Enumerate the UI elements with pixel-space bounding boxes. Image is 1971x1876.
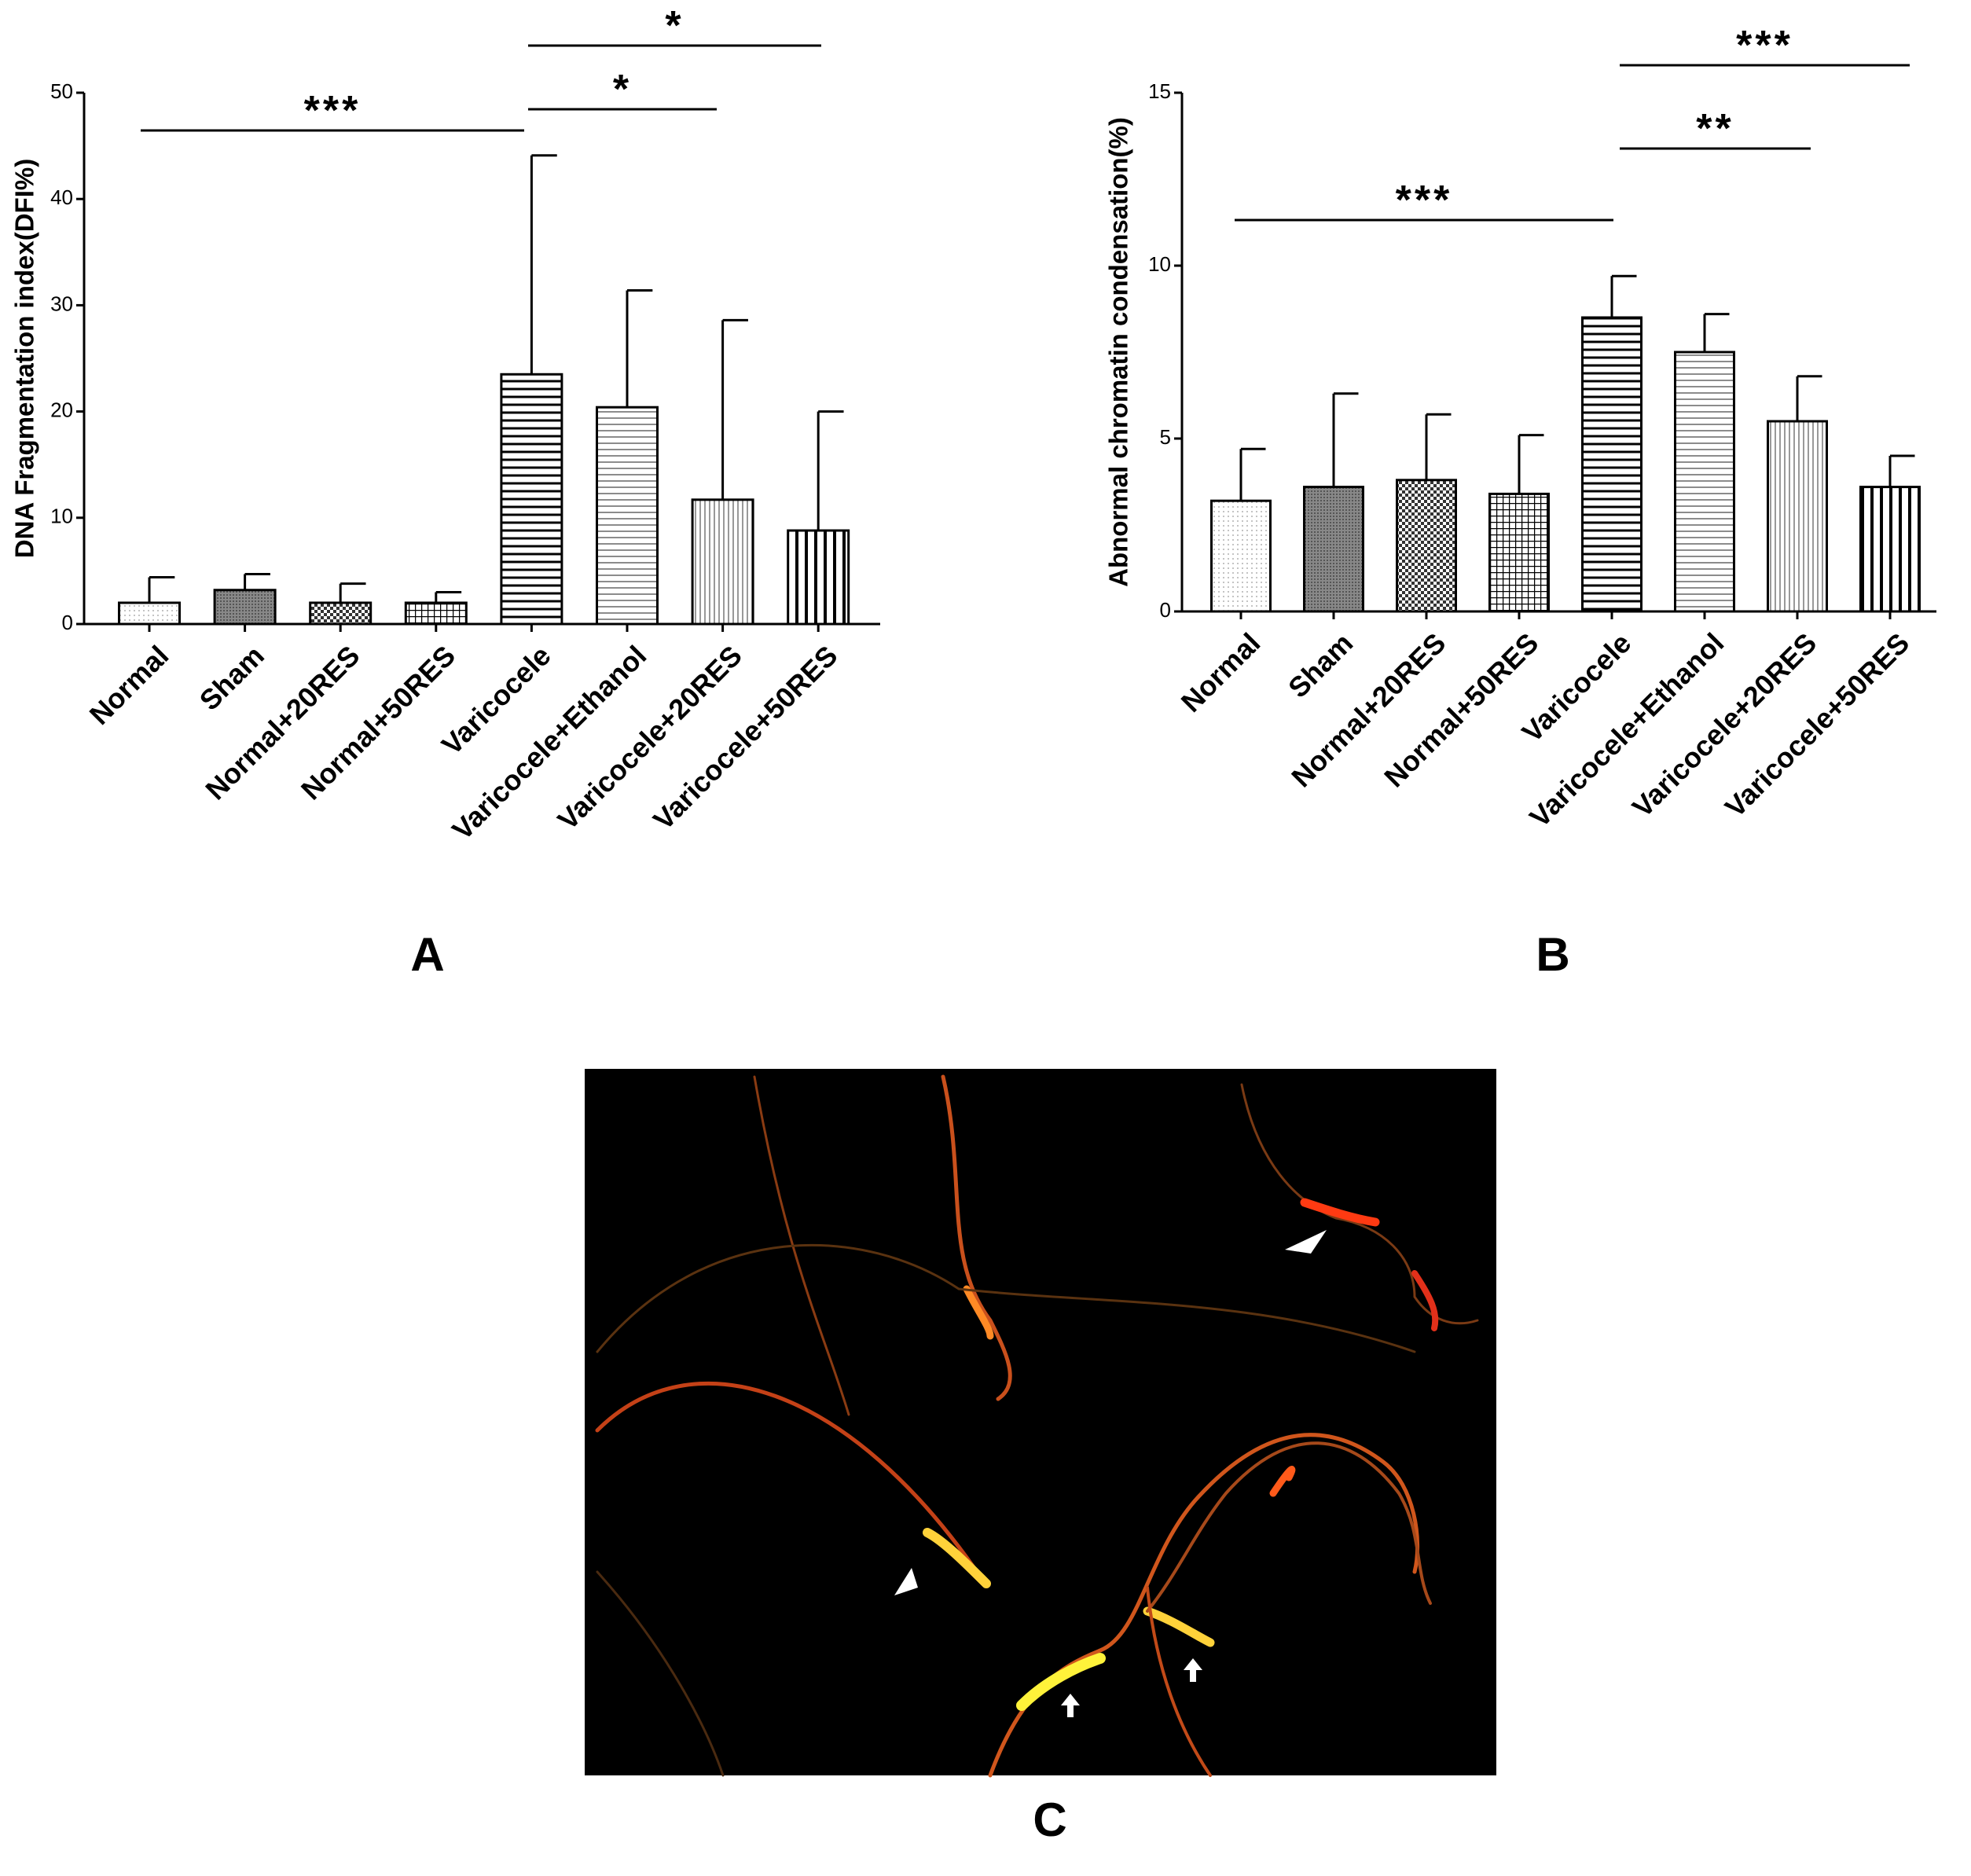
bar — [309, 601, 373, 626]
bar — [1581, 316, 1642, 613]
panel-label: C — [1033, 1793, 1066, 1846]
bar — [1859, 486, 1921, 613]
x-tick-label: Normal+20RES — [1285, 626, 1452, 793]
x-tick-label: Normal — [83, 639, 175, 731]
bar — [213, 589, 277, 626]
x-tick-label: Normal — [1175, 626, 1267, 718]
significance-label: *** — [1396, 178, 1453, 223]
micrograph-background — [585, 1069, 1496, 1775]
significance-label: ** — [1696, 106, 1734, 152]
y-tick-label: 15 — [1148, 79, 1171, 103]
significance-label: * — [613, 67, 632, 112]
y-tick-label: 10 — [50, 505, 73, 528]
y-tick-label: 40 — [50, 185, 73, 209]
y-tick-label: 10 — [1148, 252, 1171, 276]
bar — [596, 406, 659, 626]
bar — [691, 498, 754, 626]
significance-label: * — [665, 3, 684, 49]
x-tick-label: Sham — [1282, 626, 1359, 703]
x-tick-label: Varicocele+50RES — [647, 639, 843, 835]
y-tick-label: 0 — [1160, 598, 1171, 622]
bar — [1210, 499, 1272, 613]
bar-chart: 0 10 20 30 40 50 DNA Fragmentation index(DFI%)… — [10, 3, 880, 981]
bar — [1488, 492, 1550, 613]
panel-label: B — [1536, 928, 1569, 981]
y-tick-label: 50 — [50, 79, 73, 103]
x-tick-label: Varicocele+20RES — [551, 639, 747, 835]
significance-label: *** — [1736, 23, 1793, 68]
bar-chart: 0 5 10 15 Abnormal chromatin condensation(%)… — [1104, 23, 1936, 981]
bar — [1674, 351, 1735, 613]
significance-label: *** — [304, 88, 362, 134]
y-axis-label: Abnormal chromatin condensation(%) — [1104, 117, 1133, 587]
y-tick-label: 20 — [50, 398, 73, 421]
bar — [118, 601, 181, 626]
arrows — [894, 1230, 1327, 1717]
bar — [787, 529, 850, 626]
x-tick-label: Normal+50RES — [1378, 626, 1544, 793]
bar — [1303, 486, 1364, 613]
micrograph — [585, 1069, 1496, 1778]
x-tick-label: Sham — [193, 639, 270, 716]
x-tick-label: Varicocele+50RES — [1719, 626, 1915, 823]
sperm-cells — [595, 1074, 1479, 1778]
y-axis-label: DNA Fragmentation index(DFI%) — [10, 159, 39, 558]
y-tick-label: 30 — [50, 292, 73, 315]
bar — [1396, 479, 1457, 613]
y-tick-label: 0 — [62, 611, 73, 634]
y-tick-label: 5 — [1160, 425, 1171, 449]
bar — [1767, 420, 1828, 613]
bar — [404, 601, 468, 626]
panel-label: A — [410, 928, 444, 981]
bar — [500, 373, 563, 626]
